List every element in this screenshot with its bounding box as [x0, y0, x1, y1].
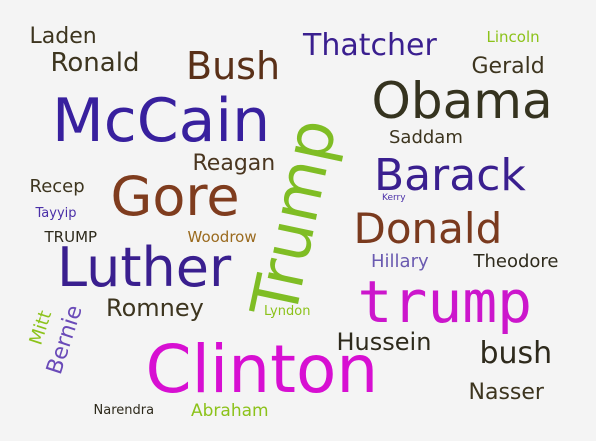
word-theodore: Theodore: [473, 251, 559, 272]
word-saddam: Saddam: [389, 127, 463, 148]
word-trump-lower: trump: [357, 268, 533, 336]
word-reagan: Reagan: [192, 151, 276, 176]
word-clinton: Clinton: [145, 331, 379, 408]
word-tayyip: Tayyip: [35, 205, 77, 221]
word-bush: Bush: [186, 44, 281, 88]
word-bush-lower: bush: [479, 336, 553, 371]
word-lyndon: Lyndon: [264, 303, 311, 319]
word-gerald: Gerald: [471, 54, 545, 79]
word-trump-caps: TRUMP: [44, 227, 98, 246]
word-thatcher: Thatcher: [303, 28, 437, 63]
word-gore: Gore: [110, 165, 240, 228]
word-nasser: Nasser: [468, 380, 544, 405]
word-donald: Donald: [353, 204, 503, 253]
word-mccain: McCain: [52, 86, 271, 156]
word-hussein: Hussein: [336, 328, 432, 356]
word-woodrow: Woodrow: [187, 227, 257, 246]
word-hillary: Hillary: [371, 251, 429, 272]
word-laden: Laden: [29, 24, 97, 49]
word-lincoln: Lincoln: [486, 27, 540, 46]
word-obama: Obama: [371, 72, 553, 130]
word-narendra: Narendra: [93, 402, 155, 418]
word-recep: Recep: [29, 176, 85, 197]
word-abraham: Abraham: [191, 400, 269, 421]
word-romney: Romney: [106, 294, 204, 322]
word-ronald: Ronald: [50, 48, 140, 78]
word-luther: Luther: [57, 236, 232, 299]
word-barack: Barack: [374, 150, 526, 201]
word-kerry: Kerry: [382, 192, 406, 203]
